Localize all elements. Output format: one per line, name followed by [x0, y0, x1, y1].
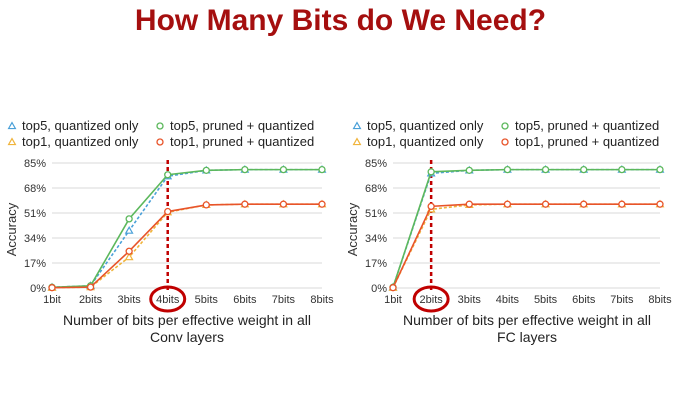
data-point [503, 200, 512, 208]
y-tick-label: 85% [365, 158, 387, 170]
data-point [618, 200, 626, 208]
x-tick-label: 1bit [43, 294, 61, 306]
data-point [279, 200, 288, 208]
x-tick-label: 7bits [610, 294, 634, 306]
x-axis-title-line: FC layers [497, 329, 557, 345]
data-point [202, 201, 210, 209]
legend-label: top5, pruned + quantized [515, 118, 659, 133]
data-point [125, 247, 133, 255]
legend-label: top5, quantized only [367, 118, 484, 133]
y-tick-label: 34% [24, 233, 46, 245]
data-point [125, 215, 133, 223]
highlight-circle [149, 285, 187, 313]
series-line [392, 203, 660, 289]
y-tick-label: 17% [24, 258, 46, 270]
data-point [124, 252, 134, 261]
data-point [465, 200, 473, 208]
data-point [580, 200, 588, 208]
data-point [86, 283, 95, 291]
legend-label: top1, pruned + quantized [515, 134, 659, 149]
series-line [51, 168, 322, 289]
series-line [392, 203, 660, 289]
chart-fc-layers: 0% 17% 34% 51% 68% 85% 1bit 2bits 3bits 4bits 5bit… [345, 118, 672, 345]
data-point [318, 165, 326, 174]
legend-swatch [7, 137, 17, 146]
legend-swatch [156, 138, 164, 146]
x-tick-label: 2bits [420, 294, 444, 306]
series-line [51, 168, 322, 289]
x-tick-label: 8bits [310, 294, 334, 306]
data-point [656, 200, 664, 208]
y-tick-label: 34% [365, 233, 387, 245]
series-line [51, 203, 322, 289]
legend-label: top1, quantized only [367, 134, 484, 149]
y-tick-label: 68% [24, 183, 46, 195]
data-point [124, 226, 134, 234]
data-point [580, 165, 588, 174]
y-axis-label: Accuracy [4, 202, 19, 256]
legend-swatch [156, 122, 164, 130]
x-tick-label: 4bits [496, 294, 520, 306]
y-tick-label: 51% [365, 208, 387, 220]
x-tick-label: 5bits [534, 294, 558, 306]
data-point [279, 165, 288, 174]
y-tick-label: 0% [30, 283, 46, 295]
data-point [241, 165, 249, 174]
legend-swatch [352, 121, 362, 130]
data-point [541, 200, 550, 208]
y-tick-label: 51% [24, 208, 46, 220]
x-tick-label: 3bits [458, 294, 482, 306]
legend-swatch [501, 122, 509, 130]
y-tick-label: 17% [365, 258, 387, 270]
chart-conv-layers: 0% 17% 34% 51% 68% 85% 1bit 2bits 3bits 4bits 5bit… [4, 118, 334, 345]
data-point [164, 171, 172, 179]
y-tick-label: 68% [365, 183, 387, 195]
data-point [427, 168, 435, 176]
x-tick-label: 8bits [648, 294, 672, 306]
data-point [202, 166, 210, 175]
legend-label: top1, quantized only [22, 134, 139, 149]
x-tick-label: 3bits [118, 294, 142, 306]
x-axis-title-line: Number of bits per effective weight in a… [63, 312, 311, 328]
highlight-circle [412, 285, 450, 313]
data-point [427, 202, 435, 211]
data-point [389, 284, 397, 292]
series-line [392, 168, 660, 288]
x-axis-title-line: Conv layers [150, 329, 224, 345]
data-point [318, 200, 326, 208]
data-point [656, 165, 664, 174]
y-tick-label: 0% [371, 283, 387, 295]
data-point [48, 284, 56, 292]
legend-label: top1, pruned + quantized [170, 134, 314, 149]
x-axis-title-line: Number of bits per effective weight in a… [403, 312, 651, 328]
data-point [618, 165, 626, 174]
data-point [503, 165, 512, 174]
legend-swatch [352, 137, 362, 146]
series-line [392, 168, 660, 288]
x-tick-label: 2bits [79, 294, 103, 306]
data-point [164, 207, 172, 216]
legend-swatch [501, 138, 509, 146]
data-point [465, 166, 473, 175]
legend-swatch [7, 121, 17, 130]
y-tick-label: 85% [24, 158, 46, 170]
legend-label: top5, pruned + quantized [170, 118, 314, 133]
data-point [541, 165, 550, 174]
x-tick-label: 1bit [384, 294, 402, 306]
slide-title: How Many Bits do We Need? [134, 4, 547, 37]
x-tick-label: 6bits [572, 294, 596, 306]
data-point [241, 200, 249, 208]
x-tick-label: 6bits [233, 294, 257, 306]
x-tick-label: 4bits [156, 294, 180, 306]
x-tick-label: 5bits [195, 294, 219, 306]
legend-label: top5, quantized only [22, 118, 139, 133]
x-tick-label: 7bits [272, 294, 296, 306]
series-line [51, 203, 322, 289]
y-axis-label: Accuracy [345, 202, 360, 256]
